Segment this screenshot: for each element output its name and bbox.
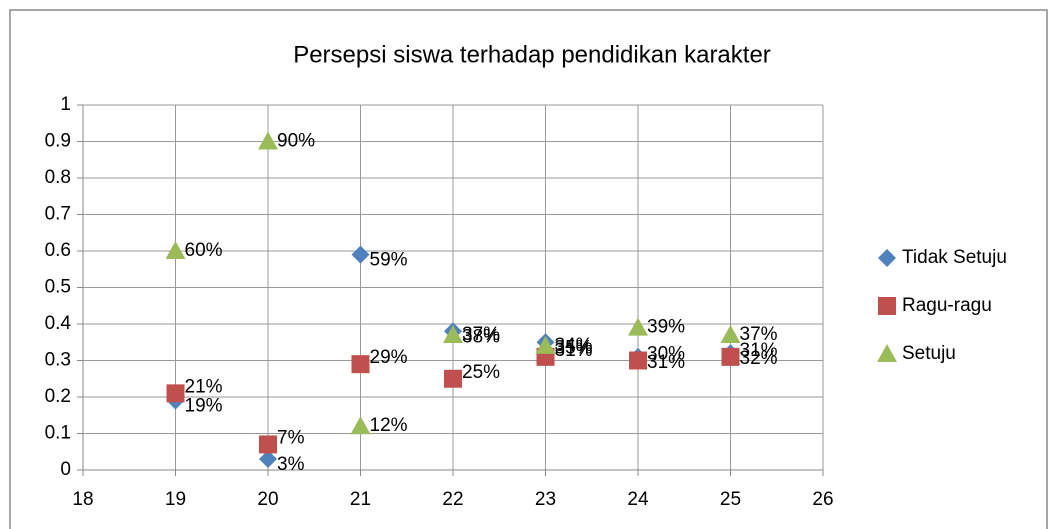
marker-triangle xyxy=(350,416,371,435)
x-tick-label: 24 xyxy=(627,489,649,510)
x-tick-label: 26 xyxy=(812,489,833,510)
legend-label: Ragu-ragu xyxy=(902,295,992,316)
marker-triangle xyxy=(628,317,648,336)
y-tick-label: 0.8 xyxy=(45,167,71,188)
y-tick-label: 0.1 xyxy=(45,423,71,444)
marker-triangle xyxy=(720,324,741,343)
marker-square xyxy=(166,384,185,403)
legend-label: Setuju xyxy=(902,343,956,364)
data-label: 21% xyxy=(185,376,223,397)
data-label: 39% xyxy=(647,317,685,338)
y-tick-label: 0.6 xyxy=(45,240,71,261)
marker-diamond xyxy=(351,245,370,264)
y-tick-label: 0.9 xyxy=(45,131,71,152)
y-tick-label: 1 xyxy=(60,94,71,115)
legend-label: Tidak Setuju xyxy=(902,247,1007,268)
x-tick-label: 19 xyxy=(165,489,186,510)
x-tick-label: 22 xyxy=(442,489,463,510)
data-label: 35% xyxy=(555,337,593,358)
data-label: 25% xyxy=(462,362,500,383)
data-label: 30% xyxy=(647,344,685,365)
legend-marker xyxy=(878,249,896,267)
legend-marker xyxy=(877,344,897,362)
data-label: 19% xyxy=(185,396,223,417)
legend-marker xyxy=(878,297,896,315)
marker-diamond xyxy=(259,450,277,469)
marker-triangle xyxy=(258,131,278,150)
y-tick-label: 0.7 xyxy=(45,204,71,225)
chart-title: Persepsi siswa terhadap pendidikan karak… xyxy=(293,41,771,68)
y-tick-label: 0.4 xyxy=(45,313,72,334)
data-label: 90% xyxy=(277,131,315,152)
y-tick-label: 0 xyxy=(60,459,71,480)
x-tick-label: 21 xyxy=(350,489,371,510)
x-tick-label: 18 xyxy=(72,489,93,510)
data-label: 32% xyxy=(740,348,778,369)
marker-triangle xyxy=(443,324,463,343)
marker-square xyxy=(629,351,647,370)
data-label: 31% xyxy=(647,352,685,373)
marker-triangle xyxy=(535,335,556,354)
marker-square xyxy=(444,369,462,388)
data-label: 31% xyxy=(740,340,778,361)
data-label: 29% xyxy=(370,347,408,368)
chart-frame xyxy=(9,9,1048,529)
marker-triangle xyxy=(165,241,186,259)
data-label: 37% xyxy=(740,324,778,345)
marker-square xyxy=(259,435,277,454)
data-label: 12% xyxy=(370,415,408,436)
x-tick-label: 23 xyxy=(535,489,556,510)
data-label: 34% xyxy=(555,335,593,356)
x-tick-label: 25 xyxy=(720,489,741,510)
marker-square xyxy=(721,347,740,366)
data-label: 37% xyxy=(462,324,500,345)
y-tick-label: 0.2 xyxy=(45,386,71,407)
x-tick-label: 20 xyxy=(257,489,278,510)
data-label: 7% xyxy=(277,427,305,448)
marker-square xyxy=(351,355,370,374)
data-label: 60% xyxy=(185,240,223,261)
data-label: 3% xyxy=(277,454,305,475)
data-label: 38% xyxy=(462,326,500,347)
y-tick-label: 0.3 xyxy=(45,350,71,371)
data-label: 59% xyxy=(370,250,408,271)
data-label: 31% xyxy=(555,340,593,361)
y-tick-label: 0.5 xyxy=(45,277,71,298)
